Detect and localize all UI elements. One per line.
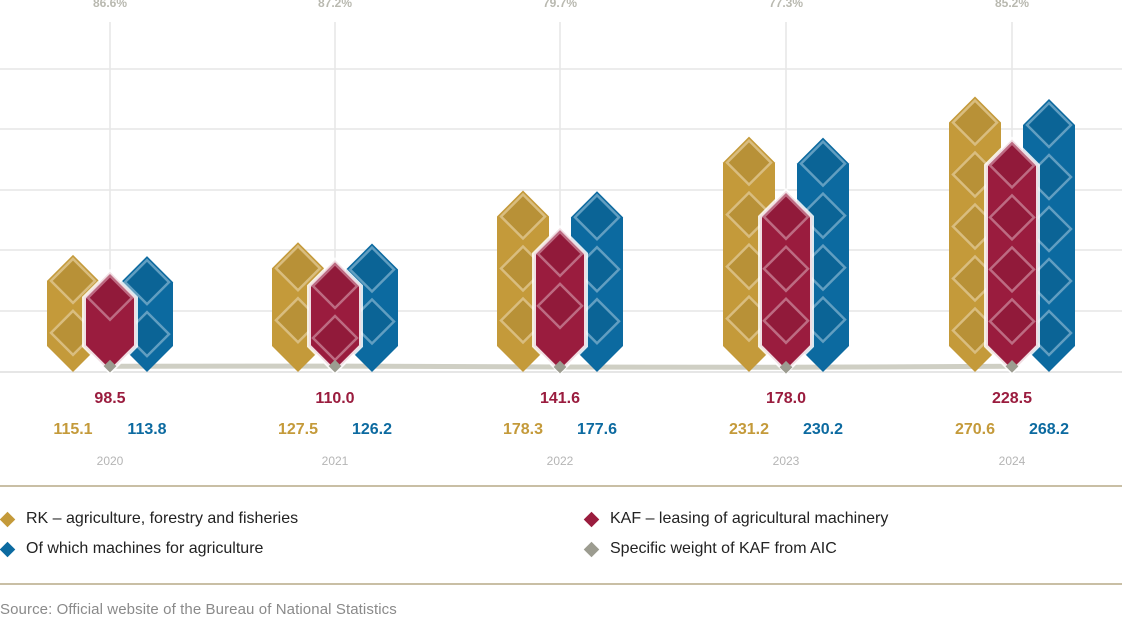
- diamond-mark: [988, 193, 1036, 242]
- diamond-mark: [762, 297, 810, 345]
- rk-value-label: 127.5: [278, 421, 318, 438]
- diamond-mark: [951, 98, 999, 147]
- diamond-mark: [762, 245, 810, 293]
- diamond-mark: [536, 282, 584, 330]
- weight-label: 77.3%: [769, 0, 803, 10]
- bar-kaf: [758, 187, 814, 375]
- legend-item-rk: RK – agriculture, forestry and fisheries: [0, 510, 298, 528]
- machines-value-label: 177.6: [577, 421, 617, 438]
- diamond-mark: [988, 141, 1036, 190]
- diamond-mark: [274, 244, 322, 292]
- diamond-icon: [583, 511, 600, 527]
- kaf-value-label: 228.5: [992, 390, 1032, 407]
- x-tick-label: 2021: [322, 454, 349, 468]
- x-tick-label: 2020: [97, 454, 124, 468]
- kaf-value-label: 110.0: [315, 390, 354, 407]
- diamond-mark: [86, 273, 134, 322]
- legend-label-weight: Specific weight of KAF from AIC: [610, 540, 837, 557]
- diamond-mark: [49, 257, 97, 305]
- kaf-value-label: 141.6: [540, 390, 580, 407]
- legend-item-machines: Of which machines for agriculture: [0, 540, 263, 558]
- machines-value-label: 268.2: [1029, 421, 1069, 438]
- machines-value-label: 126.2: [352, 421, 392, 438]
- source-note: Source: Official website of the Bureau o…: [0, 601, 397, 618]
- legend-label-kaf: KAF – leasing of agricultural machinery: [610, 510, 889, 527]
- legend-label-rk: RK – agriculture, forestry and fisheries: [26, 510, 299, 527]
- legend: RK – agriculture, forestry and fisheries…: [0, 498, 1122, 568]
- diamond-mark: [799, 139, 847, 188]
- x-tick-label: 2023: [773, 454, 800, 468]
- bar-kaf: [82, 268, 138, 375]
- legend-item-kaf: KAF – leasing of agricultural machinery: [583, 510, 889, 528]
- machines-value-label: 230.2: [803, 421, 843, 438]
- weight-point: [103, 359, 117, 373]
- x-tick-label: 2024: [999, 454, 1026, 468]
- diamond-mark: [348, 245, 396, 294]
- divider: [0, 583, 1122, 585]
- machines-value-label: 113.8: [127, 421, 166, 438]
- rk-value-label: 178.3: [503, 421, 543, 438]
- diamond-mark: [725, 138, 773, 187]
- diamond-mark: [573, 193, 621, 241]
- weight-label: 86.6%: [93, 0, 127, 10]
- diamond-mark: [123, 258, 171, 306]
- rk-value-label: 115.1: [53, 421, 92, 438]
- diamond-icon: [0, 541, 16, 557]
- bar-kaf: [984, 136, 1040, 375]
- diamond-mark: [311, 262, 359, 310]
- rk-value-label: 231.2: [729, 421, 769, 438]
- diamond-icon: [583, 541, 600, 557]
- divider: [0, 485, 1122, 487]
- diamond-mark: [499, 192, 547, 241]
- diamond-mark: [762, 193, 810, 241]
- diamond-mark: [1025, 101, 1073, 149]
- weight-label: 87.2%: [318, 0, 352, 10]
- weight-label: 79.7%: [543, 0, 577, 10]
- bar-kaf: [532, 225, 588, 375]
- weight-point: [328, 359, 342, 373]
- legend-item-weight: Specific weight of KAF from AIC: [583, 540, 837, 558]
- diamond-icon: [0, 511, 16, 527]
- weight-label: 85.2%: [995, 0, 1029, 10]
- diamond-mark: [988, 297, 1036, 346]
- bar-kaf: [307, 257, 363, 375]
- diamond-mark: [536, 230, 584, 278]
- diamond-mark: [988, 245, 1036, 294]
- kaf-value-label: 98.5: [94, 390, 125, 407]
- rk-value-label: 270.6: [955, 421, 995, 438]
- legend-label-machines: Of which machines for agriculture: [26, 540, 264, 557]
- kaf-value-label: 178.0: [766, 390, 806, 407]
- x-tick-label: 2022: [547, 454, 574, 468]
